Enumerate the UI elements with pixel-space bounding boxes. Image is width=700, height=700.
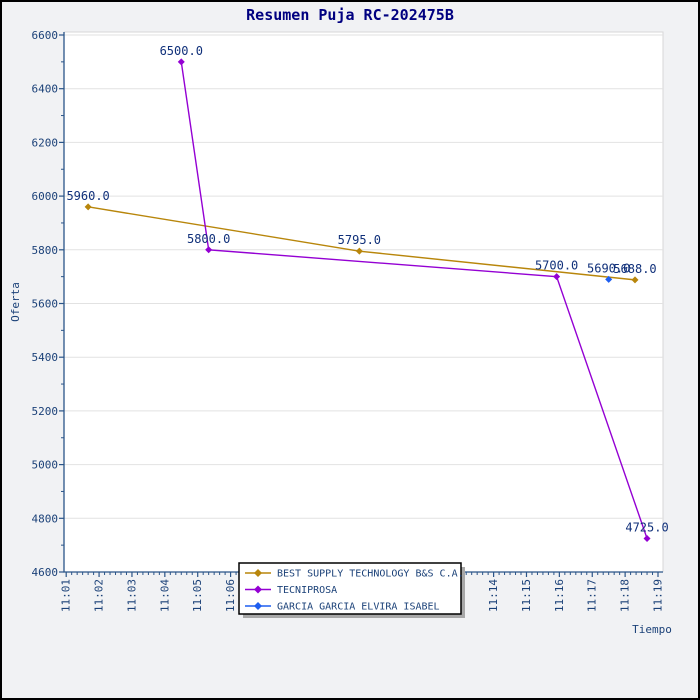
data-point-label: 5800.0	[187, 232, 230, 246]
x-tick-label: 11:02	[93, 579, 106, 612]
x-tick-label: 11:03	[125, 579, 138, 612]
data-point-label: 4725.0	[625, 520, 668, 534]
legend-item-label: TECNIPROSA	[277, 585, 337, 596]
x-tick-label: 11:16	[553, 579, 566, 612]
data-point	[177, 58, 185, 66]
legend-marker-diamond	[254, 569, 262, 577]
plot-area	[64, 32, 663, 572]
data-point-label: 5795.0	[338, 233, 381, 247]
data-point	[84, 203, 92, 211]
data-point-label: 5690.0	[587, 261, 630, 275]
x-tick-label: 11:14	[487, 579, 500, 612]
data-point	[605, 275, 613, 283]
x-tick-label: 11:06	[224, 579, 237, 612]
data-point-label: 5960.0	[66, 189, 109, 203]
y-tick-label: 6400	[32, 83, 59, 96]
x-tick-label: 11:01	[60, 579, 73, 612]
data-point	[355, 247, 363, 255]
y-tick-label: 5200	[32, 405, 59, 418]
y-tick-label: 4600	[32, 566, 59, 579]
x-tick-label: 11:05	[191, 579, 204, 612]
y-tick-label: 5600	[32, 298, 59, 311]
legend-item-label: GARCIA GARCIA ELVIRA ISABEL	[277, 602, 440, 613]
x-axis-title: Tiempo	[632, 623, 672, 636]
data-point-label: 5688.0	[613, 262, 656, 276]
x-tick-label: 11:18	[619, 579, 632, 612]
data-point	[205, 246, 213, 254]
chart-title: Resumen Puja RC-202475B	[246, 6, 454, 24]
x-tick-label: 11:15	[520, 579, 533, 612]
y-tick-label: 5000	[32, 459, 59, 472]
data-point	[643, 534, 651, 542]
data-point-label: 6500.0	[160, 44, 203, 58]
series-line	[180, 61, 648, 539]
y-tick-label: 6600	[32, 29, 59, 42]
data-point	[631, 276, 639, 284]
data-point-label: 5700.0	[535, 259, 578, 273]
x-tick-label: 11:04	[158, 579, 171, 612]
y-tick-label: 6200	[32, 136, 59, 149]
y-tick-label: 5400	[32, 351, 59, 364]
y-tick-label: 6000	[32, 190, 59, 203]
y-tick-label: 4800	[32, 512, 59, 525]
y-tick-label: 5800	[32, 244, 59, 257]
plot-border	[64, 31, 664, 572]
legend-box	[238, 562, 462, 615]
legend-marker-diamond	[254, 585, 262, 594]
data-point	[553, 273, 561, 281]
x-tick-label: 11:19	[652, 579, 665, 612]
legend-marker-diamond	[254, 602, 262, 610]
x-tick-label: 11:17	[586, 579, 599, 612]
legend-item-label: BEST SUPPLY TECHNOLOGY B&S C.A.	[277, 569, 464, 580]
